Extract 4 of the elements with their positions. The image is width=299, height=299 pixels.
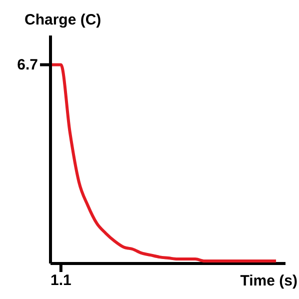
text: 1.1 bbox=[50, 272, 72, 289]
text: 6.7 bbox=[17, 56, 38, 74]
y-axis-title: Charge (C) bbox=[24, 12, 102, 28]
x-axis-title: Time (s) bbox=[240, 272, 298, 290]
